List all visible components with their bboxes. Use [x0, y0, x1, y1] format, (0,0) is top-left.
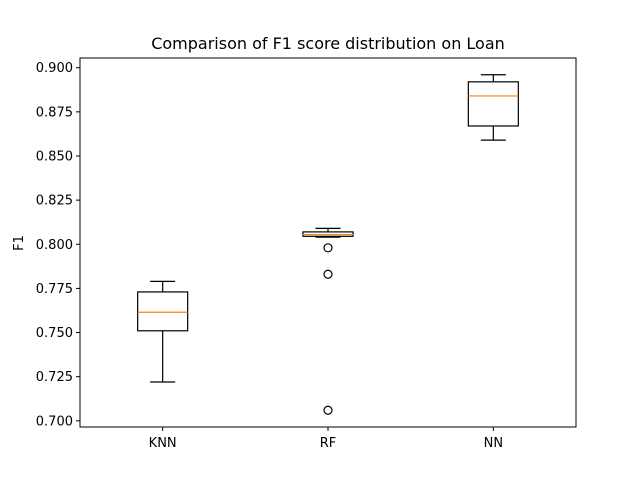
outlier-point — [323, 269, 333, 279]
y-tick-label: 0.700 — [36, 414, 73, 429]
chart-title: Comparison of F1 score distribution on L… — [151, 34, 505, 53]
x-tick-label: RF — [320, 436, 337, 451]
y-tick-label: 0.900 — [36, 61, 73, 76]
y-tick-label: 0.725 — [36, 370, 73, 385]
y-tick-label: 0.800 — [36, 238, 73, 253]
box-iqr — [137, 291, 189, 332]
y-tick-label: 0.750 — [36, 326, 73, 341]
x-tick-label: NN — [484, 436, 503, 451]
plot-frame — [79, 57, 577, 428]
outlier-point — [323, 405, 333, 415]
y-tick-label: 0.775 — [36, 282, 73, 297]
plot-area: 0.700 0.725 0.750 0.775 0.800 0.825 0.850 0.875… — [36, 61, 519, 451]
x-tick-label: KNN — [149, 436, 177, 451]
y-tick-label: 0.875 — [36, 105, 73, 120]
y-tick-label: 0.825 — [36, 194, 73, 209]
y-tick-label: 0.850 — [36, 149, 73, 164]
box-iqr — [467, 81, 519, 127]
y-axis-label: F1 — [12, 235, 27, 251]
outlier-point — [323, 243, 333, 253]
